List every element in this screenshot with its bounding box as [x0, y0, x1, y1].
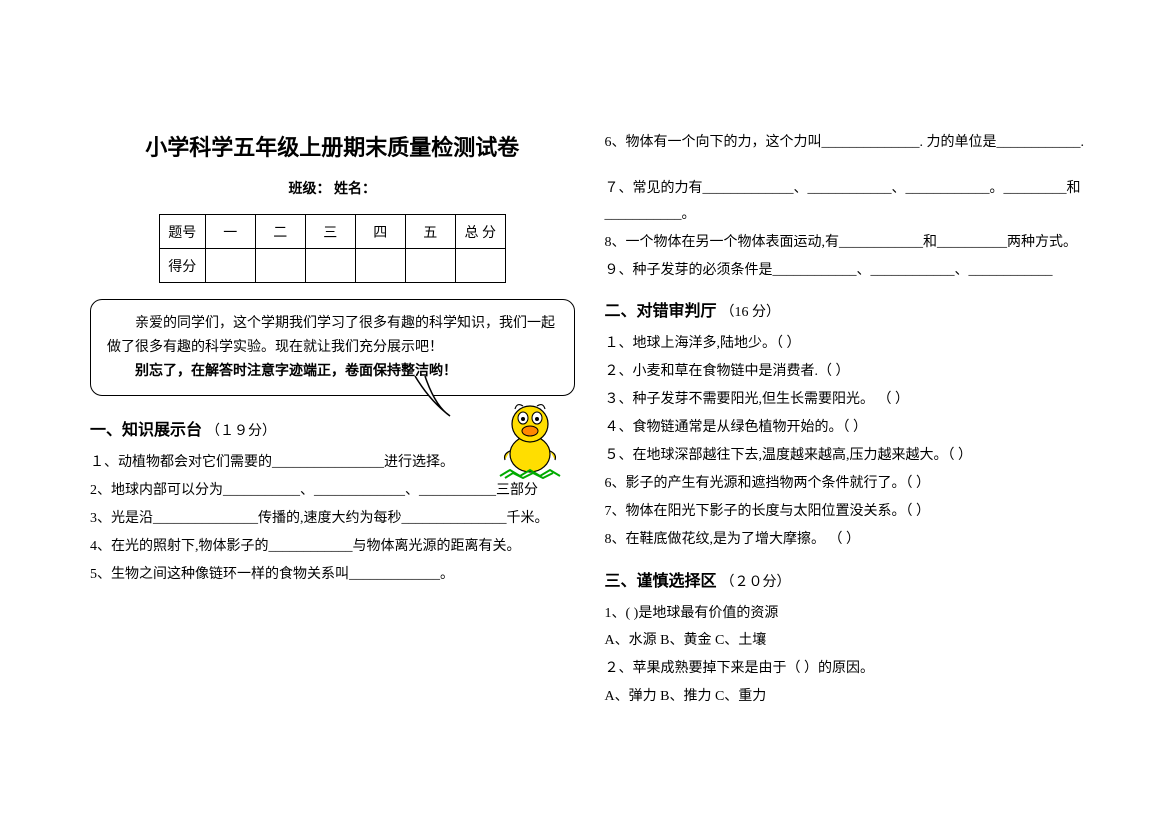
page-title: 小学科学五年级上册期末质量检测试卷 — [90, 130, 575, 162]
section3-header: 三、谨慎选择区 （２０分） — [605, 567, 1100, 591]
question-line: ７、常见的力有_____________、____________、______… — [605, 176, 1100, 228]
question-line: A、水源 B、黄金 C、土壤 — [605, 628, 1100, 654]
greeting-text-2: 别忘了，在解答时注意字迹端正，卷面保持整洁哟！ — [107, 360, 558, 384]
table-cell[interactable] — [255, 249, 305, 283]
question-line: 4、在光的照射下,物体影子的____________与物体离光源的距离有关。 — [90, 534, 575, 560]
question-line: 5、生物之间这种像链环一样的食物关系叫_____________。 — [90, 562, 575, 588]
question-line: ４、食物链通常是从绿色植物开始的。（ ） — [605, 415, 1100, 441]
table-cell: 总 分 — [455, 215, 505, 249]
table-row: 得分 — [159, 249, 505, 283]
question-line: ２、小麦和草在食物链中是消费者.（ ） — [605, 359, 1100, 385]
greeting-container: 亲爱的同学们，这个学期我们学习了很多有趣的科学知识，我们一起做了很多有趣的科学实… — [90, 299, 575, 396]
score-table: 题号 一 二 三 四 五 总 分 得分 — [159, 214, 506, 283]
speech-tail-icon — [405, 376, 465, 426]
question-line: A、弹力 B、推力 C、重力 — [605, 684, 1100, 710]
section2-points: （16 分） — [721, 305, 781, 320]
section2-heading: 二、对错审判厅 — [605, 303, 717, 320]
question-line: 8、在鞋底做花纹,是为了增大摩擦。 （ ） — [605, 527, 1100, 553]
question-line: １、地球上海洋多,陆地少。（ ） — [605, 331, 1100, 357]
section1-points: （１９分） — [206, 424, 276, 439]
table-cell: 二 — [255, 215, 305, 249]
question-line: 8、一个物体在另一个物体表面运动,有____________和_________… — [605, 230, 1100, 256]
table-row: 题号 一 二 三 四 五 总 分 — [159, 215, 505, 249]
section2-header: 二、对错审判厅 （16 分） — [605, 297, 1100, 321]
section1-right-continued: 6、物体有一个向下的力，这个力叫______________. 力的单位是___… — [605, 130, 1100, 283]
section3-points: （２０分） — [721, 575, 791, 590]
greeting-box: 亲爱的同学们，这个学期我们学习了很多有趣的科学知识，我们一起做了很多有趣的科学实… — [90, 299, 575, 396]
table-cell[interactable] — [405, 249, 455, 283]
left-column: 小学科学五年级上册期末质量检测试卷 班级： 姓名： 题号 一 二 三 四 五 总… — [30, 130, 585, 786]
section1-heading: 一、知识展示台 — [90, 422, 202, 439]
question-line: 2、地球内部可以分为___________、_____________、____… — [90, 478, 575, 504]
question-line: ２、苹果成熟要掉下来是由于（ ）的原因。 — [605, 656, 1100, 682]
table-cell: 四 — [355, 215, 405, 249]
greeting-text-1: 亲爱的同学们，这个学期我们学习了很多有趣的科学知识，我们一起做了很多有趣的科学实… — [107, 312, 558, 360]
table-cell: 题号 — [159, 215, 205, 249]
table-cell[interactable] — [205, 249, 255, 283]
question-line: 6、物体有一个向下的力，这个力叫______________. 力的单位是___… — [605, 130, 1100, 156]
section3-heading: 三、谨慎选择区 — [605, 573, 717, 590]
table-cell: 得分 — [159, 249, 205, 283]
question-line: ９、种子发芽的必须条件是____________、____________、__… — [605, 258, 1100, 284]
right-column: 6、物体有一个向下的力，这个力叫______________. 力的单位是___… — [585, 130, 1140, 786]
table-cell: 一 — [205, 215, 255, 249]
question-line: 1、( )是地球最有价值的资源 — [605, 601, 1100, 627]
table-cell[interactable] — [355, 249, 405, 283]
table-cell[interactable] — [455, 249, 505, 283]
table-cell: 三 — [305, 215, 355, 249]
question-line: 3、光是沿_______________传播的,速度大约为每秒_________… — [90, 506, 575, 532]
page-subtitle: 班级： 姓名： — [90, 178, 575, 198]
question-line: ３、种子发芽不需要阳光,但生长需要阳光。 （ ） — [605, 387, 1100, 413]
table-cell[interactable] — [305, 249, 355, 283]
question-line: 6、影子的产生有光源和遮挡物两个条件就行了。（ ） — [605, 471, 1100, 497]
question-line: ５、在地球深部越往下去,温度越来越高,压力越来越大。（ ） — [605, 443, 1100, 469]
table-cell: 五 — [405, 215, 455, 249]
duck-icon — [495, 396, 565, 481]
question-line: 7、物体在阳光下影子的长度与太阳位置没关系。（ ） — [605, 499, 1100, 525]
